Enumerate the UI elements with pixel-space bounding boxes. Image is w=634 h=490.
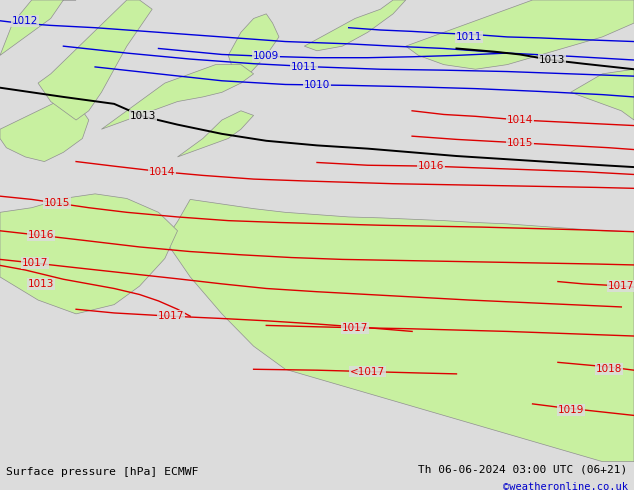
Text: 1018: 1018 bbox=[595, 364, 622, 374]
Polygon shape bbox=[406, 0, 634, 69]
Polygon shape bbox=[0, 0, 76, 55]
Text: Th 06-06-2024 03:00 UTC (06+21): Th 06-06-2024 03:00 UTC (06+21) bbox=[418, 465, 628, 474]
Text: Surface pressure [hPa] ECMWF: Surface pressure [hPa] ECMWF bbox=[6, 466, 199, 477]
Polygon shape bbox=[571, 69, 634, 120]
Text: 1013: 1013 bbox=[538, 55, 565, 65]
Polygon shape bbox=[0, 101, 89, 162]
Text: 1017: 1017 bbox=[158, 311, 184, 321]
Text: 1015: 1015 bbox=[507, 138, 533, 148]
Text: 1014: 1014 bbox=[507, 115, 533, 125]
Text: 1015: 1015 bbox=[44, 198, 70, 208]
Polygon shape bbox=[165, 199, 634, 462]
Text: 1011: 1011 bbox=[291, 62, 318, 72]
Text: 1012: 1012 bbox=[12, 16, 39, 26]
Polygon shape bbox=[0, 194, 178, 314]
Text: 1016: 1016 bbox=[418, 161, 444, 171]
Text: 1017: 1017 bbox=[608, 281, 634, 291]
Text: 1010: 1010 bbox=[304, 80, 330, 90]
Polygon shape bbox=[101, 65, 254, 129]
Polygon shape bbox=[38, 0, 152, 120]
Polygon shape bbox=[304, 0, 406, 51]
Text: 1009: 1009 bbox=[253, 51, 280, 61]
Text: 1017: 1017 bbox=[22, 258, 48, 268]
Text: 1016: 1016 bbox=[28, 230, 55, 241]
Text: 1013: 1013 bbox=[129, 111, 156, 122]
Polygon shape bbox=[178, 111, 254, 157]
Text: ©weatheronline.co.uk: ©weatheronline.co.uk bbox=[503, 482, 628, 490]
Text: 1013: 1013 bbox=[28, 279, 55, 289]
Text: 1014: 1014 bbox=[148, 167, 175, 177]
Polygon shape bbox=[228, 14, 279, 83]
Text: 1017: 1017 bbox=[342, 323, 368, 333]
Text: <1017: <1017 bbox=[350, 367, 385, 377]
Text: 1011: 1011 bbox=[456, 32, 482, 42]
Text: 1019: 1019 bbox=[557, 405, 584, 415]
